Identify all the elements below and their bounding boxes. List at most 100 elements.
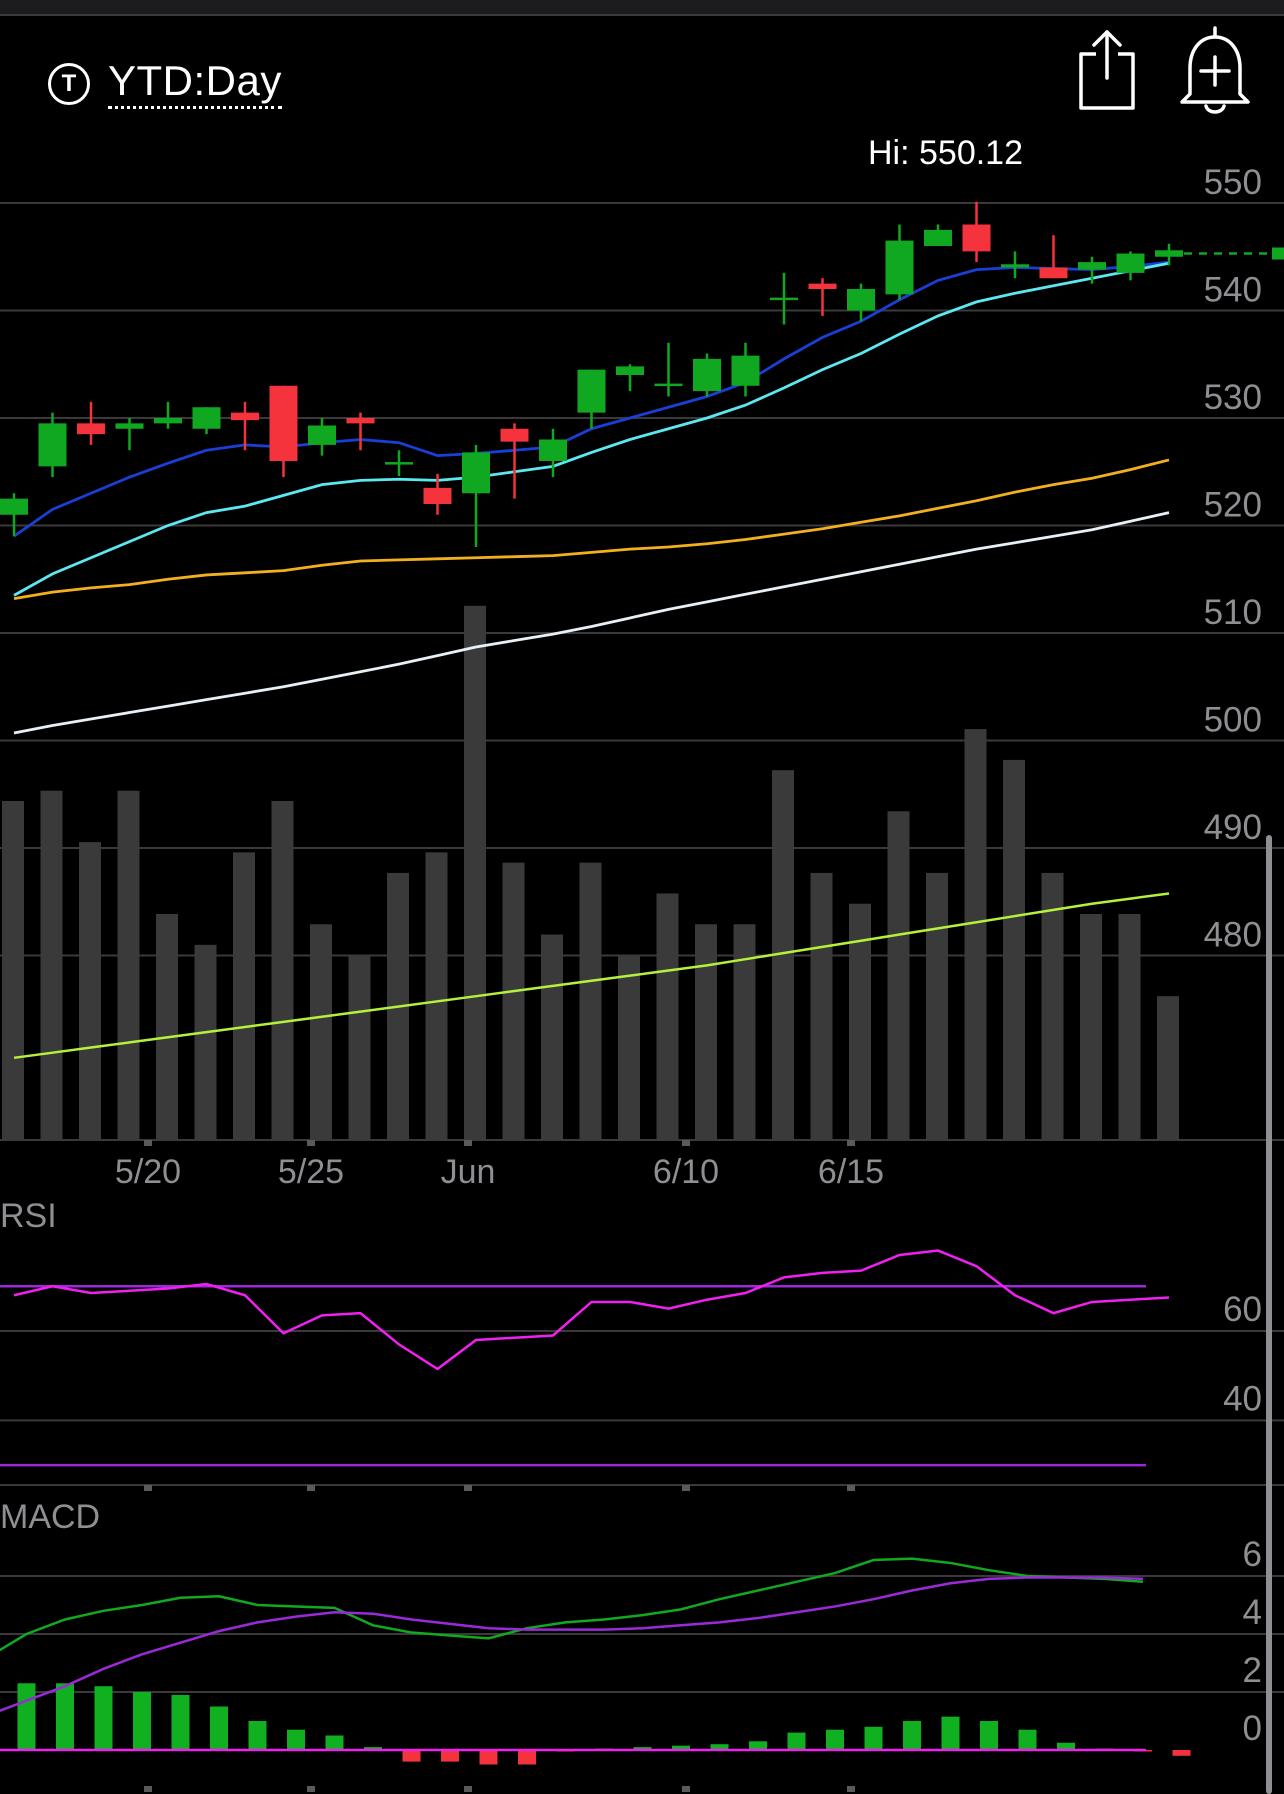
period-selector[interactable]: T YTD:Day <box>48 58 282 109</box>
macd-histogram-bar-up <box>17 1683 36 1750</box>
macd-histogram-bar-down <box>479 1750 498 1765</box>
volume-bar <box>1080 914 1102 1140</box>
ma-long-line <box>13 511 1170 735</box>
date-tick-mark <box>307 1485 315 1491</box>
date-tick-mark <box>682 1786 690 1792</box>
macd-title: MACD <box>0 1498 100 1536</box>
macd-histogram-bar-up <box>710 1744 729 1750</box>
candle-up <box>654 383 683 387</box>
price-tick-label: 480 <box>1204 916 1262 955</box>
date-tick-mark <box>144 1485 152 1491</box>
volume-bar <box>1157 996 1179 1140</box>
volume-bar <box>310 924 332 1140</box>
candle-up <box>115 423 144 429</box>
chart-header: T YTD:Day <box>0 16 1284 126</box>
axis-labels: 550 540 530 520 510 500 490 480 5/20 5/25 Jun 6/10 6… <box>0 163 1262 1748</box>
volume-bar <box>733 924 756 1140</box>
macd-histogram-bar-up <box>1018 1729 1037 1750</box>
candlestick-layer <box>0 201 1284 547</box>
macd-histogram-bar-up <box>56 1683 74 1750</box>
macd-histogram-bar-up <box>864 1726 883 1750</box>
macd-tick-label: 6 <box>1243 1535 1262 1574</box>
volume-bar <box>156 914 178 1140</box>
macd-histogram-bar-down <box>1172 1750 1191 1756</box>
price-tick-label: 530 <box>1204 378 1262 417</box>
candle-up <box>1001 264 1029 268</box>
macd-line <box>0 1557 1144 1652</box>
macd-histogram-bar-up <box>210 1706 228 1750</box>
candle-down <box>231 412 259 421</box>
volume-bar <box>964 729 987 1140</box>
candle-up <box>38 423 67 467</box>
candle-up <box>847 289 875 311</box>
period-label: YTD:Day <box>108 58 282 109</box>
bell-plus-icon[interactable] <box>1176 24 1254 116</box>
rsi-line <box>13 1249 1170 1371</box>
candle-up <box>154 418 182 424</box>
volume-bar <box>695 924 717 1140</box>
candle-up <box>385 462 413 465</box>
price-tick-label: 520 <box>1204 486 1262 525</box>
volume-bar <box>233 852 255 1140</box>
volume-bar <box>425 852 448 1140</box>
price-tick-label: 490 <box>1204 808 1262 847</box>
volume-bar <box>849 903 871 1140</box>
date-tick-mark <box>847 1140 855 1146</box>
volume-bar <box>117 790 140 1140</box>
date-tick-mark <box>307 1140 315 1146</box>
macd-histogram-bar-up <box>171 1694 190 1750</box>
date-tick-mark <box>144 1140 152 1146</box>
candle-up <box>462 452 490 494</box>
macd-histogram-bar-up <box>672 1745 690 1750</box>
candle-up <box>577 369 606 413</box>
candle-up <box>308 425 336 445</box>
date-tick-mark <box>847 1786 855 1792</box>
macd-histogram-bar-up <box>980 1721 998 1750</box>
status-strip <box>0 0 1284 14</box>
date-tick-label: 5/25 <box>278 1153 344 1191</box>
candle-up <box>1078 262 1106 270</box>
volume-bar <box>464 605 486 1140</box>
volume-bar <box>1003 759 1025 1140</box>
candle-up <box>770 297 798 301</box>
t-badge-icon: T <box>48 62 90 105</box>
date-tick-mark <box>682 1140 690 1146</box>
date-tick-mark <box>847 1485 855 1491</box>
last-price-marker <box>1272 247 1284 260</box>
candle-up <box>885 240 914 295</box>
candle-down <box>269 385 298 461</box>
macd-histogram-bar-up <box>94 1686 113 1750</box>
scrollbar[interactable] <box>1266 835 1272 1794</box>
macd-histogram-bar-up <box>941 1716 960 1750</box>
volume-bar <box>2 801 24 1140</box>
candle-up <box>731 355 760 386</box>
volume-bar <box>887 811 910 1140</box>
volume-bar <box>348 955 371 1140</box>
date-tick-label: Jun <box>441 1153 496 1191</box>
macd-histogram-bar-up <box>248 1721 267 1750</box>
rsi-title: RSI <box>0 1197 57 1235</box>
share-icon[interactable] <box>1076 26 1138 110</box>
macd-histogram-bar-down <box>402 1750 421 1762</box>
macd-signal-line <box>0 1576 1144 1713</box>
macd-panel <box>0 1557 1191 1765</box>
volume-bar <box>926 872 948 1140</box>
candle-up <box>0 498 28 515</box>
date-tick-mark <box>464 1140 472 1146</box>
ema-mid-line <box>13 261 1170 597</box>
date-tick-label: 6/10 <box>653 1153 719 1191</box>
volume-bar <box>656 893 679 1140</box>
volume-bar <box>618 955 640 1140</box>
macd-tick-label: 2 <box>1243 1651 1262 1690</box>
date-tick-label: 6/15 <box>818 1153 884 1191</box>
date-tick-mark <box>464 1485 472 1491</box>
candle-up <box>539 439 567 461</box>
macd-histogram-bar-down <box>441 1750 459 1762</box>
macd-tick-label: 4 <box>1243 1593 1262 1632</box>
candle-up <box>1116 253 1145 273</box>
volume-layer <box>2 605 1179 1140</box>
volume-bar <box>1041 872 1064 1140</box>
date-tick-mark <box>144 1786 152 1792</box>
volume-bar <box>541 934 563 1140</box>
